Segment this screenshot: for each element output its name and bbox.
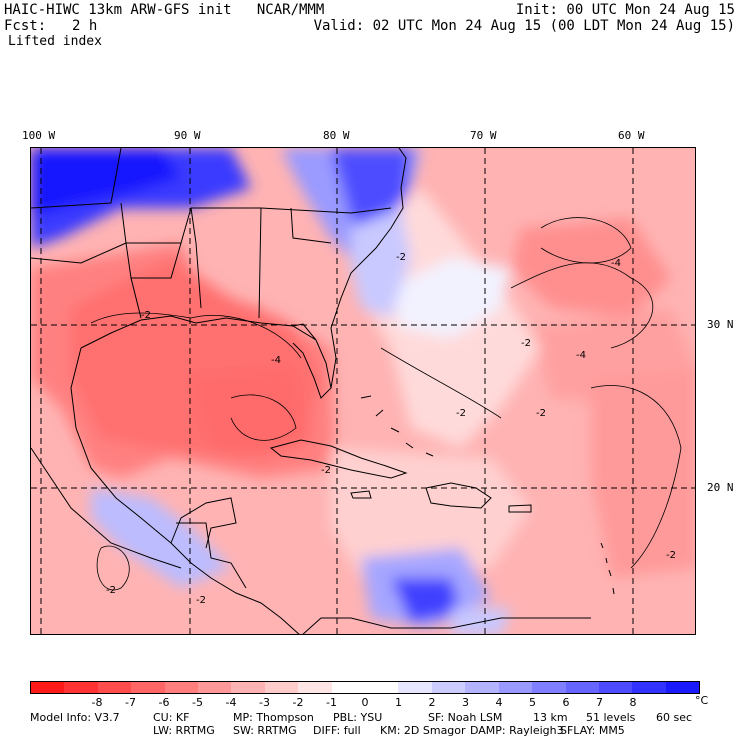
contour-label: -4	[611, 258, 621, 269]
contour-label: -2	[521, 338, 531, 349]
colorbar-swatch	[64, 682, 98, 693]
contour-label: -4	[271, 355, 281, 366]
contour-label: -2	[396, 252, 406, 263]
colorbar-swatch	[598, 682, 633, 693]
model-info-item: LW: RRTMG	[153, 724, 215, 737]
contour-label: -2	[666, 550, 676, 561]
colorbar-tick-label: 4	[495, 696, 503, 709]
colorbar-swatch	[31, 682, 65, 693]
colorbar-swatch	[298, 682, 332, 693]
model-info-item: PBL: YSU	[333, 711, 383, 724]
colorbar-swatch	[665, 682, 700, 693]
contour-label: -2	[196, 595, 206, 606]
model-info-item: 51 levels	[586, 711, 636, 724]
colorbar-tick-label: 8	[629, 696, 637, 709]
field-name: Lifted index	[8, 34, 102, 49]
colorbar-tick-label: 5	[529, 696, 536, 709]
forecast-hour: 2 h	[72, 18, 98, 34]
contour-label: -2	[141, 310, 151, 321]
colorbar-swatch	[131, 682, 165, 693]
colorbar-swatch	[398, 682, 432, 693]
model-info-item: SF: Noah LSM	[428, 711, 503, 724]
lon-label: 100 W	[22, 129, 56, 142]
contour-label: -2	[106, 585, 116, 596]
model-info-item: 60 sec	[656, 711, 693, 724]
map-canvas: -2 -2 -2 -4 -2 -4 -4 -2 -2 -2 -2 -2	[31, 148, 695, 634]
colorbar-tick-label: -4	[225, 696, 237, 709]
colorbar-tick-label: -1	[326, 696, 337, 709]
model-info-item: DIFF: full	[313, 724, 361, 737]
model-info-item: MP: Thompson	[233, 711, 314, 724]
colorbar-tick-label: 3	[462, 696, 469, 709]
model-info-item: SW: RRTMG	[233, 724, 297, 737]
model-info-item: SFLAY: MM5	[560, 724, 625, 737]
colorbar-unit: °C	[695, 694, 709, 707]
product-title: HAIC-HIWC 13km ARW-GFS init NCAR/MMM	[4, 2, 325, 18]
colorbar	[30, 681, 700, 694]
colorbar-tick-label: 7	[596, 696, 603, 709]
lat-label: 30 N	[707, 318, 734, 331]
contour-label: -2	[456, 408, 466, 419]
colorbar-swatch	[498, 682, 533, 693]
colorbar-tick-label: 1	[395, 696, 402, 709]
colorbar-tick-label: -3	[259, 696, 270, 709]
lat-lon-grid	[31, 148, 695, 634]
forecast-label: Fcst:	[4, 18, 47, 34]
colorbar-swatch	[97, 682, 132, 693]
init-time: Init: 00 UTC Mon 24 Aug 15	[515, 2, 735, 18]
colorbar-swatch	[264, 682, 299, 693]
colorbar-tick-label: -2	[292, 696, 304, 709]
lifted-index-shading	[31, 148, 695, 634]
colorbar-swatch	[532, 682, 566, 693]
model-info-item: DAMP: Rayleigh3	[470, 724, 564, 737]
lifted-index-map: -2 -2 -2 -4 -2 -4 -4 -2 -2 -2 -2 -2	[30, 147, 696, 635]
lon-label: 80 W	[323, 129, 350, 142]
contour-lines	[90, 217, 682, 591]
colorbar-tick-label: 2	[428, 696, 436, 709]
colorbar-swatch	[365, 682, 399, 693]
lat-label: 20 N	[707, 481, 734, 494]
contour-label: -2	[536, 408, 546, 419]
colorbar-tick-label: -8	[91, 696, 103, 709]
contour-label: -4	[576, 350, 586, 361]
colorbar-swatch	[632, 682, 666, 693]
colorbar-tick-label: 0	[361, 696, 369, 709]
colorbar-tick-label: -7	[125, 696, 136, 709]
lon-label: 90 W	[174, 129, 201, 142]
colorbar-tick-label: -6	[158, 696, 170, 709]
colorbar-tick-label: -5	[192, 696, 203, 709]
contour-label: -2	[321, 465, 331, 476]
model-info-item: KM: 2D Smagor	[380, 724, 466, 737]
colorbar-swatch	[164, 682, 199, 693]
valid-time: Valid: 02 UTC Mon 24 Aug 15 (00 LDT Mon …	[313, 18, 735, 34]
colorbar-swatch	[565, 682, 599, 693]
coastlines	[31, 148, 615, 634]
model-info-item: Model Info: V3.7	[30, 711, 120, 724]
colorbar-swatch	[198, 682, 232, 693]
lon-label: 60 W	[618, 129, 645, 142]
colorbar-swatch	[431, 682, 466, 693]
colorbar-swatch	[465, 682, 499, 693]
model-info-item: CU: KF	[153, 711, 190, 724]
colorbar-tick-label: 6	[562, 696, 570, 709]
colorbar-swatch	[231, 682, 265, 693]
model-info-item: 13 km	[533, 711, 568, 724]
colorbar-swatch	[331, 682, 366, 693]
lon-label: 70 W	[470, 129, 497, 142]
